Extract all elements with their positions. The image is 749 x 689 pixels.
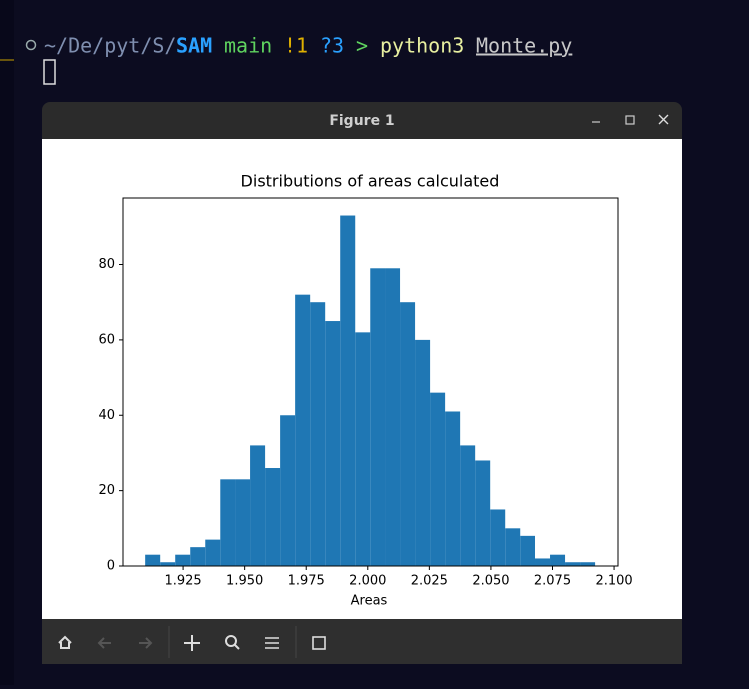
bar bbox=[235, 479, 251, 566]
git-untracked: ?3 bbox=[320, 34, 344, 58]
bar bbox=[250, 445, 266, 566]
window-title: Figure 1 bbox=[329, 113, 394, 129]
chart-title: Distributions of areas calculated bbox=[241, 172, 500, 191]
configure-button[interactable] bbox=[265, 637, 279, 649]
x-tick-label: 1.975 bbox=[288, 574, 325, 589]
x-tick-label: 2.075 bbox=[534, 574, 571, 589]
x-tick-label: 2.025 bbox=[411, 574, 448, 589]
bar bbox=[310, 302, 326, 566]
bar bbox=[325, 321, 341, 566]
x-tick-label: 2.000 bbox=[349, 574, 386, 589]
bar bbox=[280, 415, 296, 566]
bar bbox=[565, 562, 581, 566]
y-tick-label: 0 bbox=[107, 559, 115, 574]
bar bbox=[160, 562, 176, 566]
bar bbox=[190, 547, 206, 566]
x-tick-label: 2.100 bbox=[595, 574, 632, 589]
forward-button[interactable] bbox=[139, 637, 153, 649]
command: python3 bbox=[380, 34, 464, 58]
bar bbox=[520, 535, 536, 566]
back-button[interactable] bbox=[97, 637, 111, 649]
maximize-button[interactable] bbox=[625, 115, 635, 125]
plot-area: 1.925 1.950 1.975 2.000 2.025 2.050 2.075 2.100… bbox=[98, 215, 633, 589]
bar bbox=[145, 554, 161, 566]
close-button[interactable] bbox=[658, 114, 669, 125]
dir: SAM bbox=[176, 34, 212, 58]
bar bbox=[370, 268, 386, 566]
axes-frame bbox=[122, 197, 619, 567]
x-tick-label: 1.950 bbox=[226, 574, 263, 589]
y-tick-label: 60 bbox=[98, 332, 115, 347]
git-modified: !1 bbox=[284, 34, 308, 58]
bar bbox=[265, 468, 281, 566]
bar bbox=[580, 562, 596, 566]
prompt-symbol: > bbox=[356, 34, 368, 58]
x-tick-label: 1.925 bbox=[164, 574, 201, 589]
bar bbox=[400, 302, 416, 566]
bar bbox=[550, 554, 566, 566]
y-tick-label: 40 bbox=[98, 408, 115, 423]
pan-button[interactable] bbox=[184, 635, 200, 651]
home-button[interactable] bbox=[58, 635, 72, 649]
bar bbox=[355, 332, 371, 566]
branch: main bbox=[224, 34, 272, 58]
bar bbox=[385, 268, 401, 566]
sidebar bbox=[0, 0, 14, 685]
save-button[interactable] bbox=[312, 636, 326, 650]
bar bbox=[505, 528, 521, 566]
y-tick-label: 80 bbox=[98, 257, 115, 272]
prompt-icon bbox=[25, 39, 37, 51]
cursor bbox=[43, 59, 56, 85]
bar bbox=[295, 294, 311, 566]
bar bbox=[460, 445, 476, 566]
bar bbox=[220, 479, 236, 566]
bar bbox=[445, 411, 461, 566]
toolbar bbox=[42, 619, 682, 664]
zoom-handle bbox=[234, 644, 240, 650]
bar bbox=[175, 554, 191, 566]
command-argument: Monte.py bbox=[476, 34, 572, 58]
bar bbox=[475, 460, 491, 566]
bar bbox=[490, 509, 506, 566]
y-tick-label: 20 bbox=[98, 483, 115, 498]
bar bbox=[430, 392, 446, 566]
bar bbox=[340, 215, 356, 566]
bar bbox=[205, 539, 221, 566]
path: ~/De/pyt/S/ bbox=[44, 34, 176, 58]
bar bbox=[535, 558, 551, 566]
zoom-button[interactable] bbox=[225, 635, 237, 647]
bar bbox=[415, 339, 431, 566]
x-tick-label: 2.050 bbox=[472, 574, 509, 589]
x-axis-label: Areas bbox=[351, 594, 388, 609]
